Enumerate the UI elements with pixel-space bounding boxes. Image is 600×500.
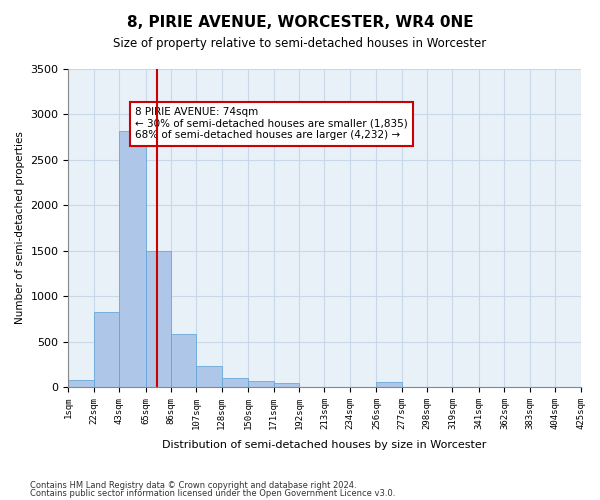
Bar [94, 312, 119, 387]
Text: Contains HM Land Registry data © Crown copyright and database right 2024.: Contains HM Land Registry data © Crown c… [30, 481, 356, 490]
Bar [274, 383, 299, 387]
Bar [196, 366, 222, 387]
Bar [248, 380, 274, 387]
Text: 8 PIRIE AVENUE: 74sqm
← 30% of semi-detached houses are smaller (1,835)
68% of s: 8 PIRIE AVENUE: 74sqm ← 30% of semi-deta… [135, 107, 408, 140]
Bar [68, 380, 94, 387]
Bar [222, 378, 248, 387]
Bar [119, 131, 146, 387]
X-axis label: Distribution of semi-detached houses by size in Worcester: Distribution of semi-detached houses by … [162, 440, 487, 450]
Text: 8, PIRIE AVENUE, WORCESTER, WR4 0NE: 8, PIRIE AVENUE, WORCESTER, WR4 0NE [127, 15, 473, 30]
Bar [146, 250, 171, 387]
Text: Size of property relative to semi-detached houses in Worcester: Size of property relative to semi-detach… [113, 38, 487, 51]
Bar [171, 334, 196, 387]
Y-axis label: Number of semi-detached properties: Number of semi-detached properties [15, 132, 25, 324]
Text: Contains public sector information licensed under the Open Government Licence v3: Contains public sector information licen… [30, 488, 395, 498]
Bar [376, 382, 402, 387]
